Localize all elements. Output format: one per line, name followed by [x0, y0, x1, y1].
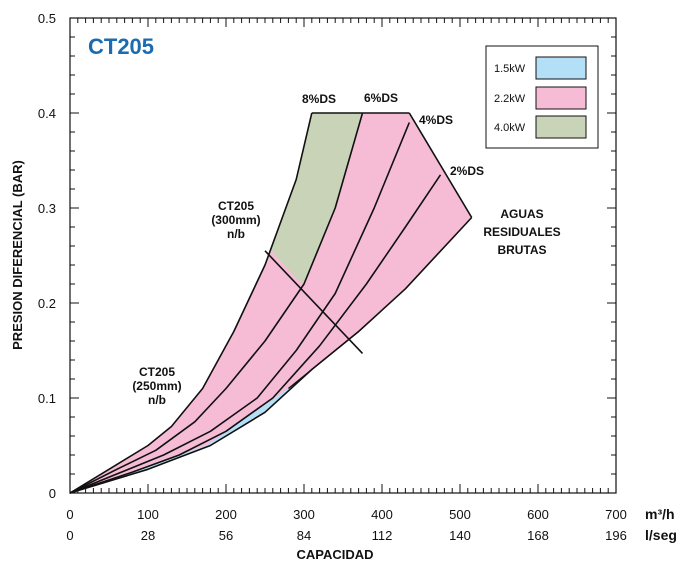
legend-label-3: 4.0kW [494, 122, 526, 134]
y-tick-label: 0.5 [38, 11, 56, 26]
legend-swatch-3 [535, 115, 587, 139]
legend-swatch-1 [535, 56, 587, 80]
annotation-ct300-line3: n/b [227, 227, 245, 241]
curve-ds6 [69, 112, 364, 494]
curve-ds8 [69, 112, 313, 494]
y-tick-label: 0 [49, 486, 56, 501]
region-2-2kW-lower [70, 250, 304, 493]
annotation-ct300-line1: CT205 [218, 199, 254, 213]
annotation-ct250-line3: n/b [148, 393, 166, 407]
curve-right-edge [408, 112, 473, 218]
curve-residual [69, 216, 473, 494]
x-tick-label: 200 [215, 507, 237, 522]
x-tick-label: 100 [137, 507, 159, 522]
chart-regions [70, 113, 472, 493]
y-tick-label: 0.3 [38, 201, 56, 216]
x-tick-label: 400 [371, 507, 393, 522]
legend: 1.5kW 2.2kW 4.0kW [485, 45, 599, 149]
curve-ds2 [69, 174, 442, 494]
x-tick-label: 700 [605, 507, 627, 522]
annotation-aguas-line3: BRUTAS [497, 243, 546, 257]
y-tick-label: 0.2 [38, 296, 56, 311]
x-tick-label-secondary: 28 [141, 528, 155, 543]
x-tick-label-secondary: 84 [297, 528, 311, 543]
curve-div-300mm [264, 250, 364, 354]
curve-divider-1-5kW [288, 331, 359, 389]
x-unit-primary: m³/h [645, 506, 675, 522]
annotation-ds2: 2%DS [450, 164, 484, 178]
legend-label-2: 2.2kW [494, 93, 526, 105]
y-tick-label: 0.4 [38, 106, 56, 121]
x-tick-label: 600 [527, 507, 549, 522]
x-tick-label-secondary: 56 [219, 528, 233, 543]
x-axis-title: CAPACIDAD [296, 547, 373, 562]
x-unit-secondary: l/seg [645, 527, 677, 543]
x-tick-label-secondary: 168 [527, 528, 549, 543]
annotation-ct300-line2: (300mm) [211, 213, 260, 227]
x-tick-label-secondary: 112 [372, 528, 393, 543]
x-tick-label-secondary: 0 [66, 528, 73, 543]
axis-ticks: 0010028200563008440011250014060016870019… [38, 11, 627, 543]
annotation-ct250-line1: CT205 [139, 365, 175, 379]
annotation-ds6: 6%DS [364, 91, 398, 105]
chart-title: CT205 [88, 34, 154, 59]
x-tick-label: 0 [66, 507, 73, 522]
annotation-ds8: 8%DS [302, 92, 336, 106]
annotations: 8%DS 6%DS 4%DS 2%DS AGUAS RESIDUALES BRU… [132, 91, 560, 407]
x-tick-label: 500 [449, 507, 471, 522]
region-4-0kW [70, 113, 363, 493]
annotation-ct250-line2: (250mm) [132, 379, 181, 393]
x-tick-label-secondary: 140 [449, 528, 471, 543]
legend-label-1: 1.5kW [494, 63, 526, 75]
annotation-aguas-line2: RESIDUALES [483, 225, 560, 239]
chart-curves [69, 112, 473, 494]
x-tick-label: 300 [293, 507, 315, 522]
x-tick-label-secondary: 196 [605, 528, 627, 543]
curve-ds4 [69, 122, 411, 494]
y-tick-label: 0.1 [38, 391, 56, 406]
y-axis-title: PRESION DIFERENCIAL (BAR) [10, 160, 25, 350]
annotation-ds4: 4%DS [419, 113, 453, 127]
legend-swatch-2 [535, 86, 587, 110]
annotation-aguas-line1: AGUAS [500, 207, 543, 221]
